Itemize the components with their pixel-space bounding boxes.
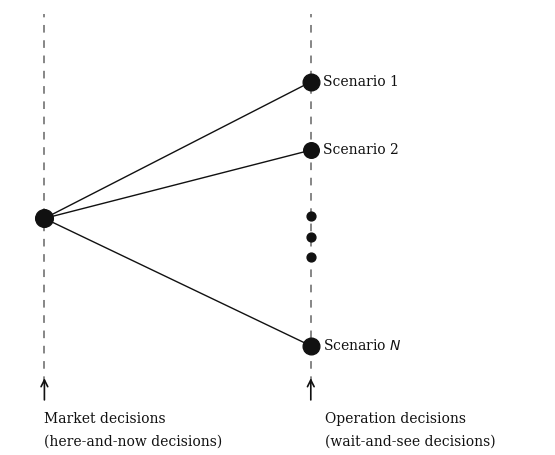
Point: [306, 212, 315, 220]
Point: [306, 147, 315, 154]
Point: [40, 215, 49, 222]
Text: (wait-and-see decisions): (wait-and-see decisions): [325, 435, 495, 449]
Text: Operation decisions: Operation decisions: [325, 412, 466, 426]
Text: Scenario $N$: Scenario $N$: [323, 339, 401, 353]
Text: Market decisions: Market decisions: [44, 412, 166, 426]
Text: Scenario 2: Scenario 2: [323, 143, 398, 157]
Point: [306, 78, 315, 86]
Point: [306, 233, 315, 240]
Text: Scenario 1: Scenario 1: [323, 75, 399, 89]
Text: (here-and-now decisions): (here-and-now decisions): [44, 435, 223, 449]
Point: [306, 342, 315, 349]
Point: [306, 253, 315, 261]
